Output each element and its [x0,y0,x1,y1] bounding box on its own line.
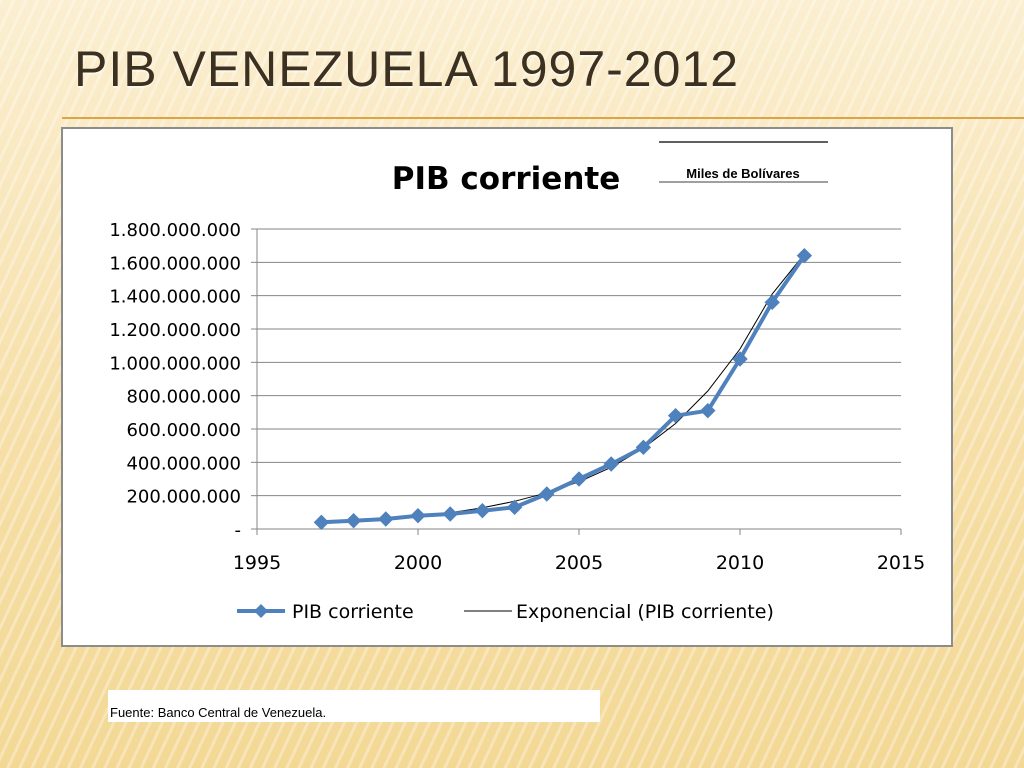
x-tick-label: 2005 [555,552,603,574]
title-underline [62,117,1024,119]
data-point-marker [667,407,684,424]
y-tick-label: - [235,520,242,541]
y-tick-label: 1.600.000.000 [109,253,241,274]
data-point-marker [635,439,652,456]
grid-layer [257,228,901,497]
data-point-marker [410,507,426,524]
chart-frame: PIB corriente Miles de Bolívares - 200.00… [61,127,953,647]
data-point-marker [571,471,587,487]
y-tick-label: 400.000.000 [126,453,241,474]
legend-label-pib-corriente: PIB corriente [292,601,414,623]
legend: PIB corriente Exponencial (PIB corriente) [237,601,774,623]
y-tick-label: 200.000.000 [126,487,241,508]
data-point-marker [378,511,394,527]
data-point-marker [700,402,716,419]
data-point-marker [345,512,362,529]
x-tick-label: 1995 [233,552,281,574]
y-tick-label: 1.400.000.000 [109,287,241,308]
trend-layer [321,253,805,524]
data-point-marker [442,506,458,522]
x-tick-label: 2000 [394,552,442,574]
y-tick-label: 1.000.000.000 [109,353,241,374]
x-tick-label: 2010 [716,552,764,574]
data-point-marker [603,456,619,472]
y-tick-label: 800.000.000 [126,387,241,408]
series-layer [313,247,813,531]
data-point-marker [474,502,491,519]
x-tick-label: 2015 [877,552,925,574]
source-note: Fuente: Banco Central de Venezuela. [110,705,327,720]
data-point-marker [764,294,780,311]
data-point-marker [506,499,523,516]
data-point-marker [313,514,330,531]
data-point-marker [539,486,555,502]
y-tick-label: 1.200.000.000 [109,320,241,341]
trendline-exponential [321,253,805,524]
legend-swatch-marker-pib-corriente [254,604,268,618]
series-line-pib-corriente [321,254,807,525]
chart-title: PIB corriente [392,161,621,197]
y-tick-label: 600.000.000 [126,420,241,441]
chart-canvas: PIB corriente Miles de Bolívares - 200.00… [109,141,925,623]
data-point-marker [732,351,748,367]
y-tick-label: 1.800.000.000 [109,220,241,241]
source-box: Fuente: Banco Central de Venezuela. [108,690,600,722]
axis-layer: - 200.000.000 400.000.000 600.000.000 800.00… [109,220,925,574]
legend-label-trendline: Exponencial (PIB corriente) [516,601,774,623]
slide-title: PIB VENEZUELA 1997-2012 [74,41,740,97]
data-point-marker [796,247,813,264]
unit-label: Miles de Bolívares [686,166,799,181]
